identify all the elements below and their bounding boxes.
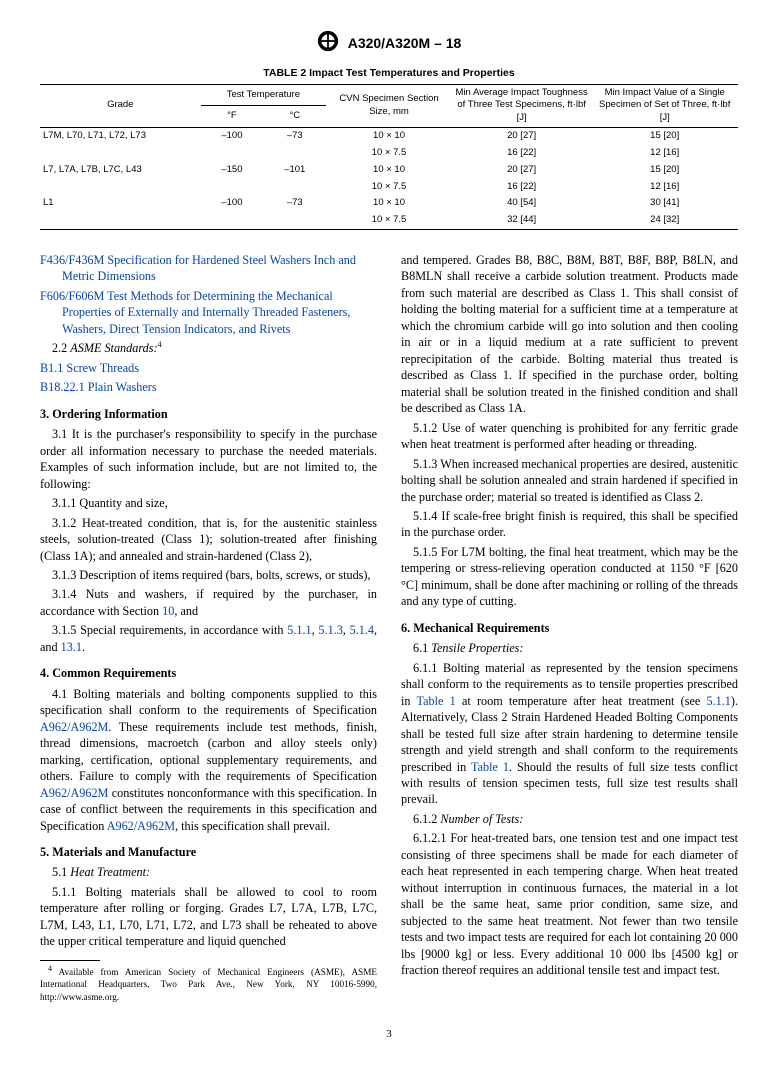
r0-c: –73 [263, 128, 326, 145]
page-number: 3 [40, 1027, 738, 1042]
link-511b[interactable]: 5.1.1 [707, 694, 731, 708]
sec4-title: 4. Common Requirements [40, 665, 377, 681]
r2-grade: L7, L7A, L7B, L7C, L43 [40, 162, 201, 179]
p-3-1-4: 3.1.4 Nuts and washers, if required by t… [40, 586, 377, 619]
r0-sz: 10 × 10 [326, 128, 452, 145]
p-5-1-1a: 5.1.1 Bolting materials shall be allowed… [40, 884, 377, 950]
p-5-1-2: 5.1.2 Use of water quenching is prohibit… [401, 420, 738, 453]
r2-sz: 10 × 10 [326, 162, 452, 179]
astm-logo [317, 30, 339, 56]
p-5-1-4: 5.1.4 If scale-free bright finish is req… [401, 508, 738, 541]
p-6-1-1: 6.1.1 Bolting material as represented by… [401, 660, 738, 808]
ref-f436[interactable]: F436/F436M Specification for Hardened St… [40, 252, 377, 285]
r3-avg: 16 [22] [452, 179, 592, 196]
sec6-title: 6. Mechanical Requirements [401, 620, 738, 636]
p-5-1-1b: and tempered. Grades B8, B8C, B8M, B8T, … [401, 252, 738, 417]
r1-grade [40, 145, 201, 162]
r0-grade: L7M, L70, L71, L72, L73 [40, 128, 201, 145]
ref-f606[interactable]: F606/F606M Test Methods for Determining … [40, 288, 377, 337]
r1-sg: 12 [16] [591, 145, 738, 162]
r2-sg: 15 [20] [591, 162, 738, 179]
r0-sg: 15 [20] [591, 128, 738, 145]
p-3-1-3: 3.1.3 Description of items required (bar… [40, 567, 377, 583]
r5-c [263, 212, 326, 229]
th-degc: °C [263, 106, 326, 128]
r4-sz: 10 × 10 [326, 195, 452, 212]
r2-f: –150 [201, 162, 264, 179]
link-a962-1[interactable]: A962/A962M [40, 720, 108, 734]
th-temp: Test Temperature [201, 84, 327, 106]
th-avg: Min Average Impact Toughness of Three Te… [452, 84, 592, 127]
link-table1-a[interactable]: Table 1 [417, 694, 456, 708]
asme-head: 2.2 ASME Standards:4 [40, 340, 377, 357]
link-513[interactable]: 5.1.3 [318, 623, 342, 637]
r3-f [201, 179, 264, 196]
p-6-1-2-1: 6.1.2.1 For heat-treated bars, one tensi… [401, 830, 738, 978]
th-size: CVN Specimen Section Size, mm [326, 84, 452, 127]
r0-avg: 20 [27] [452, 128, 592, 145]
r4-sg: 30 [41] [591, 195, 738, 212]
page-header: A320/A320M – 18 [40, 30, 738, 56]
link-table1-b[interactable]: Table 1 [471, 760, 509, 774]
ref-b18[interactable]: B18.22.1 Plain Washers [40, 379, 377, 395]
sec5-title: 5. Materials and Manufacture [40, 844, 377, 860]
r5-sg: 24 [32] [591, 212, 738, 229]
link-sec10[interactable]: 10 [162, 604, 174, 618]
r4-f: –100 [201, 195, 264, 212]
p-3-1-2: 3.1.2 Heat-treated condition, that is, f… [40, 515, 377, 564]
link-a962-2[interactable]: A962/A962M [40, 786, 108, 800]
r2-avg: 20 [27] [452, 162, 592, 179]
link-131[interactable]: 13.1 [61, 640, 82, 654]
body-columns: F436/F436M Specification for Hardened St… [40, 252, 738, 1003]
s-6-1: 6.1 Tensile Properties: [401, 640, 738, 656]
footnote-rule [40, 960, 100, 961]
table2: Grade Test Temperature CVN Specimen Sect… [40, 84, 738, 230]
footnote-block: 4 Available from American Society of Mec… [40, 960, 377, 1003]
r1-sz: 10 × 7.5 [326, 145, 452, 162]
r5-avg: 32 [44] [452, 212, 592, 229]
th-degf: °F [201, 106, 264, 128]
s-5-1: 5.1 Heat Treatment: [40, 864, 377, 880]
p-3-1: 3.1 It is the purchaser's responsibility… [40, 426, 377, 492]
table2-caption: TABLE 2 Impact Test Temperatures and Pro… [40, 66, 738, 80]
r3-sz: 10 × 7.5 [326, 179, 452, 196]
standard-number: A320/A320M – 18 [348, 34, 462, 53]
r4-avg: 40 [54] [452, 195, 592, 212]
p-3-1-5: 3.1.5 Special requirements, in accordanc… [40, 622, 377, 655]
r5-sz: 10 × 7.5 [326, 212, 452, 229]
p-4-1: 4.1 Bolting materials and bolting compon… [40, 686, 377, 834]
link-511[interactable]: 5.1.1 [287, 623, 311, 637]
r1-avg: 16 [22] [452, 145, 592, 162]
r4-grade: L1 [40, 195, 201, 212]
r3-c [263, 179, 326, 196]
r3-grade [40, 179, 201, 196]
th-grade: Grade [40, 84, 201, 127]
r5-grade [40, 212, 201, 229]
p-5-1-3: 5.1.3 When increased mechanical properti… [401, 456, 738, 505]
r1-f [201, 145, 264, 162]
r1-c [263, 145, 326, 162]
r4-c: –73 [263, 195, 326, 212]
p-3-1-1: 3.1.1 Quantity and size, [40, 495, 377, 511]
p-5-1-5: 5.1.5 For L7M bolting, the final heat tr… [401, 544, 738, 610]
footnote-4: 4 Available from American Society of Mec… [40, 964, 377, 1003]
th-single: Min Impact Value of a Single Specimen of… [591, 84, 738, 127]
ref-b11[interactable]: B1.1 Screw Threads [40, 360, 377, 376]
r0-f: –100 [201, 128, 264, 145]
link-514[interactable]: 5.1.4 [350, 623, 374, 637]
r3-sg: 12 [16] [591, 179, 738, 196]
r5-f [201, 212, 264, 229]
r2-c: –101 [263, 162, 326, 179]
sec3-title: 3. Ordering Information [40, 406, 377, 422]
s-6-1-2: 6.1.2 Number of Tests: [401, 811, 738, 827]
link-a962-3[interactable]: A962/A962M [107, 819, 175, 833]
